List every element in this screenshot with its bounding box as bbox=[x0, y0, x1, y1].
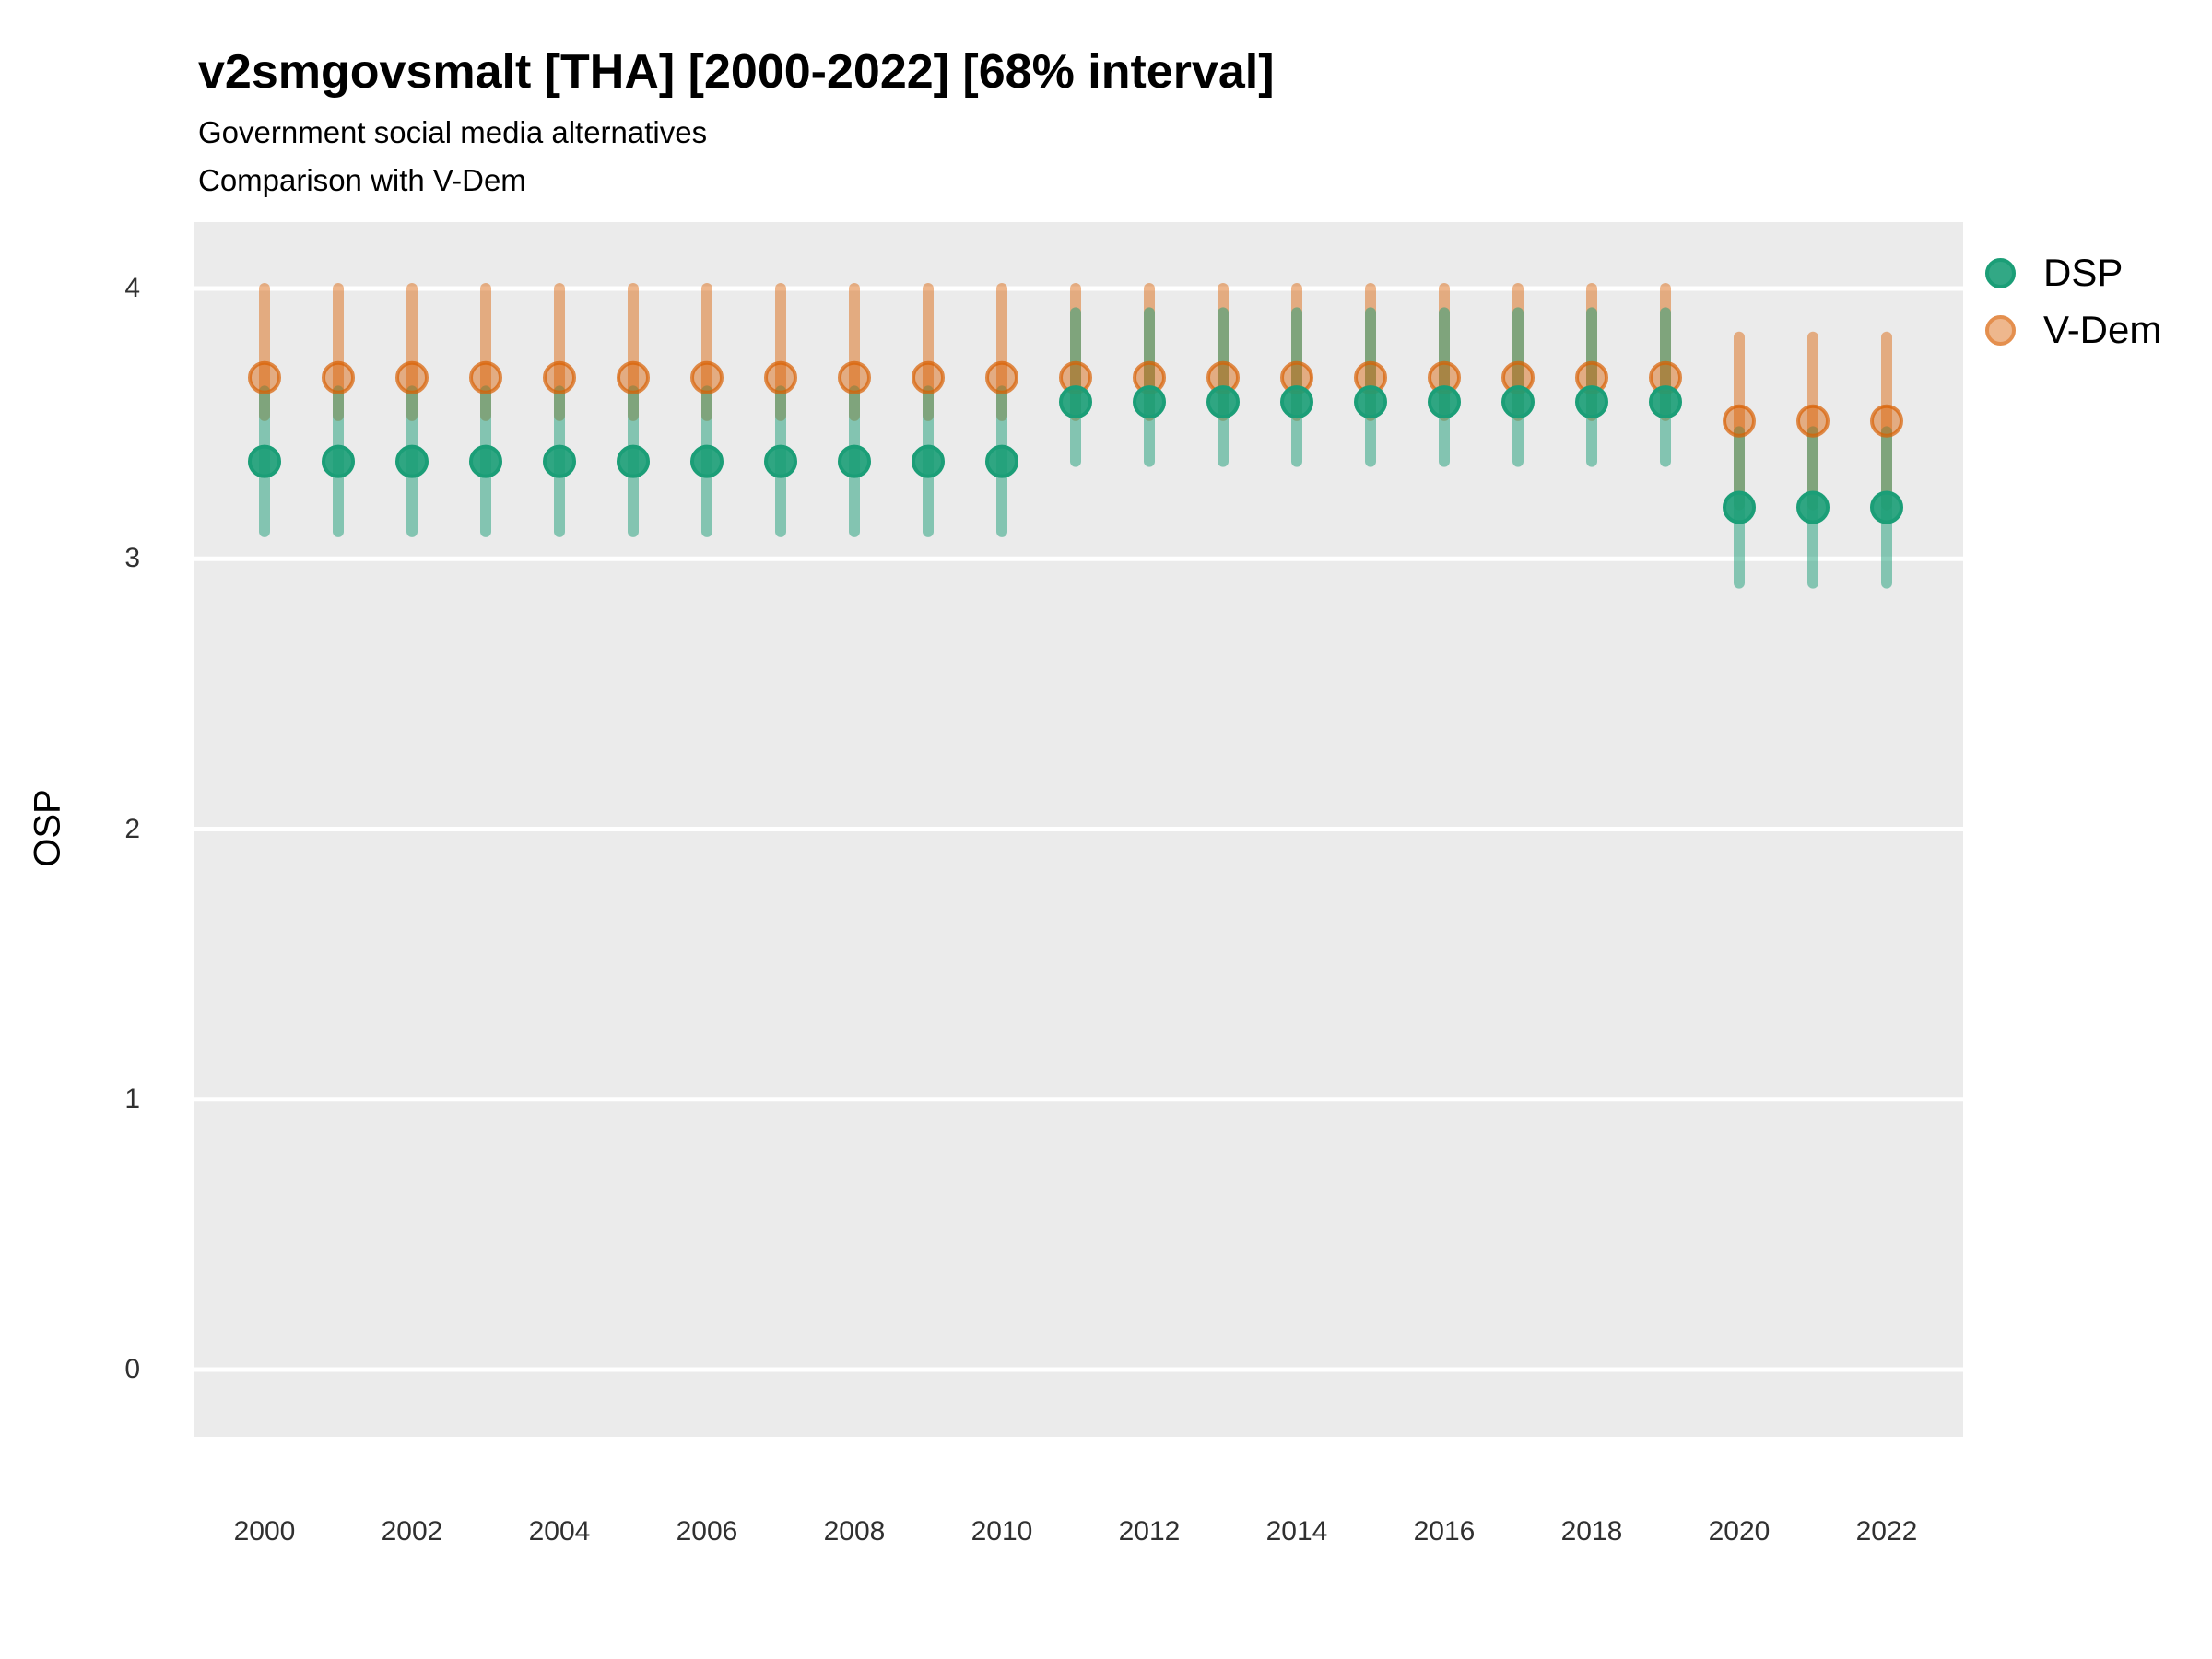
x-tick-label: 2004 bbox=[528, 1516, 591, 1547]
chart-subtitle-line1: Government social media alternatives bbox=[198, 115, 708, 149]
vdem-point bbox=[543, 360, 576, 394]
dsp-point bbox=[1796, 490, 1830, 524]
legend-item-dsp: DSP bbox=[1985, 249, 2161, 297]
vdem-point bbox=[322, 360, 355, 394]
vdem-point bbox=[617, 360, 650, 394]
y-tick-label: 3 bbox=[124, 543, 140, 574]
vdem-point bbox=[248, 360, 281, 394]
x-tick-label: 2016 bbox=[1413, 1516, 1476, 1547]
plot-panel bbox=[194, 222, 1963, 1437]
chart-subtitle: Government social media alternatives Com… bbox=[198, 109, 707, 205]
x-tick-label: 2014 bbox=[1265, 1516, 1328, 1547]
dsp-point bbox=[1575, 385, 1608, 419]
y-tick-label: 1 bbox=[124, 1083, 140, 1114]
vdem-point bbox=[838, 360, 871, 394]
dsp-point bbox=[469, 444, 502, 478]
dsp-point bbox=[912, 444, 945, 478]
x-tick-label: 2020 bbox=[1708, 1516, 1771, 1547]
legend-label-vdem: V-Dem bbox=[2043, 308, 2162, 351]
vdem-point bbox=[690, 360, 724, 394]
dsp-point bbox=[1206, 385, 1240, 419]
dsp-point bbox=[985, 444, 1018, 478]
x-tick-label: 2018 bbox=[1560, 1516, 1623, 1547]
y-tick-label: 4 bbox=[124, 273, 140, 303]
x-tick-label: 2010 bbox=[971, 1516, 1033, 1547]
legend: DSP V-Dem bbox=[1985, 249, 2161, 363]
dsp-point bbox=[1649, 385, 1682, 419]
plot-svg bbox=[194, 283, 1963, 1372]
legend-label-dsp: DSP bbox=[2043, 251, 2124, 294]
dsp-point bbox=[838, 444, 871, 478]
vdem-point bbox=[764, 360, 797, 394]
x-tick-label: 2008 bbox=[823, 1516, 886, 1547]
chart-title: v2smgovsmalt [THA] [2000-2022] [68% inte… bbox=[198, 45, 1275, 99]
dsp-point bbox=[1870, 490, 1903, 524]
dsp-point bbox=[1723, 490, 1756, 524]
vdem-point bbox=[1723, 404, 1756, 438]
dsp-point bbox=[1059, 385, 1092, 419]
dsp-point bbox=[1428, 385, 1461, 419]
legend-item-vdem: V-Dem bbox=[1985, 306, 2161, 354]
dsp-point bbox=[617, 444, 650, 478]
y-tick-label: 0 bbox=[124, 1354, 140, 1384]
dsp-point bbox=[1133, 385, 1166, 419]
dsp-point bbox=[543, 444, 576, 478]
x-tick-label: 2002 bbox=[381, 1516, 443, 1547]
dsp-point bbox=[690, 444, 724, 478]
x-tick-label: 2022 bbox=[1855, 1516, 1918, 1547]
chart-subtitle-line2: Comparison with V-Dem bbox=[198, 163, 526, 197]
x-tick-label: 2000 bbox=[233, 1516, 296, 1547]
vdem-point bbox=[1870, 404, 1903, 438]
vdem-point bbox=[469, 360, 502, 394]
x-tick-label: 2006 bbox=[676, 1516, 738, 1547]
dsp-point bbox=[1501, 385, 1535, 419]
dsp-point bbox=[1280, 385, 1313, 419]
vdem-point bbox=[1796, 404, 1830, 438]
dsp-point bbox=[248, 444, 281, 478]
vdem-point bbox=[985, 360, 1018, 394]
dsp-point bbox=[395, 444, 429, 478]
x-tick-label: 2012 bbox=[1118, 1516, 1181, 1547]
dsp-point bbox=[764, 444, 797, 478]
vdem-point-icon bbox=[1985, 314, 2016, 346]
vdem-point bbox=[912, 360, 945, 394]
dsp-point bbox=[1354, 385, 1387, 419]
dsp-point bbox=[322, 444, 355, 478]
dsp-point-icon bbox=[1985, 257, 2016, 288]
vdem-point bbox=[395, 360, 429, 394]
y-tick-label: 2 bbox=[124, 813, 140, 844]
